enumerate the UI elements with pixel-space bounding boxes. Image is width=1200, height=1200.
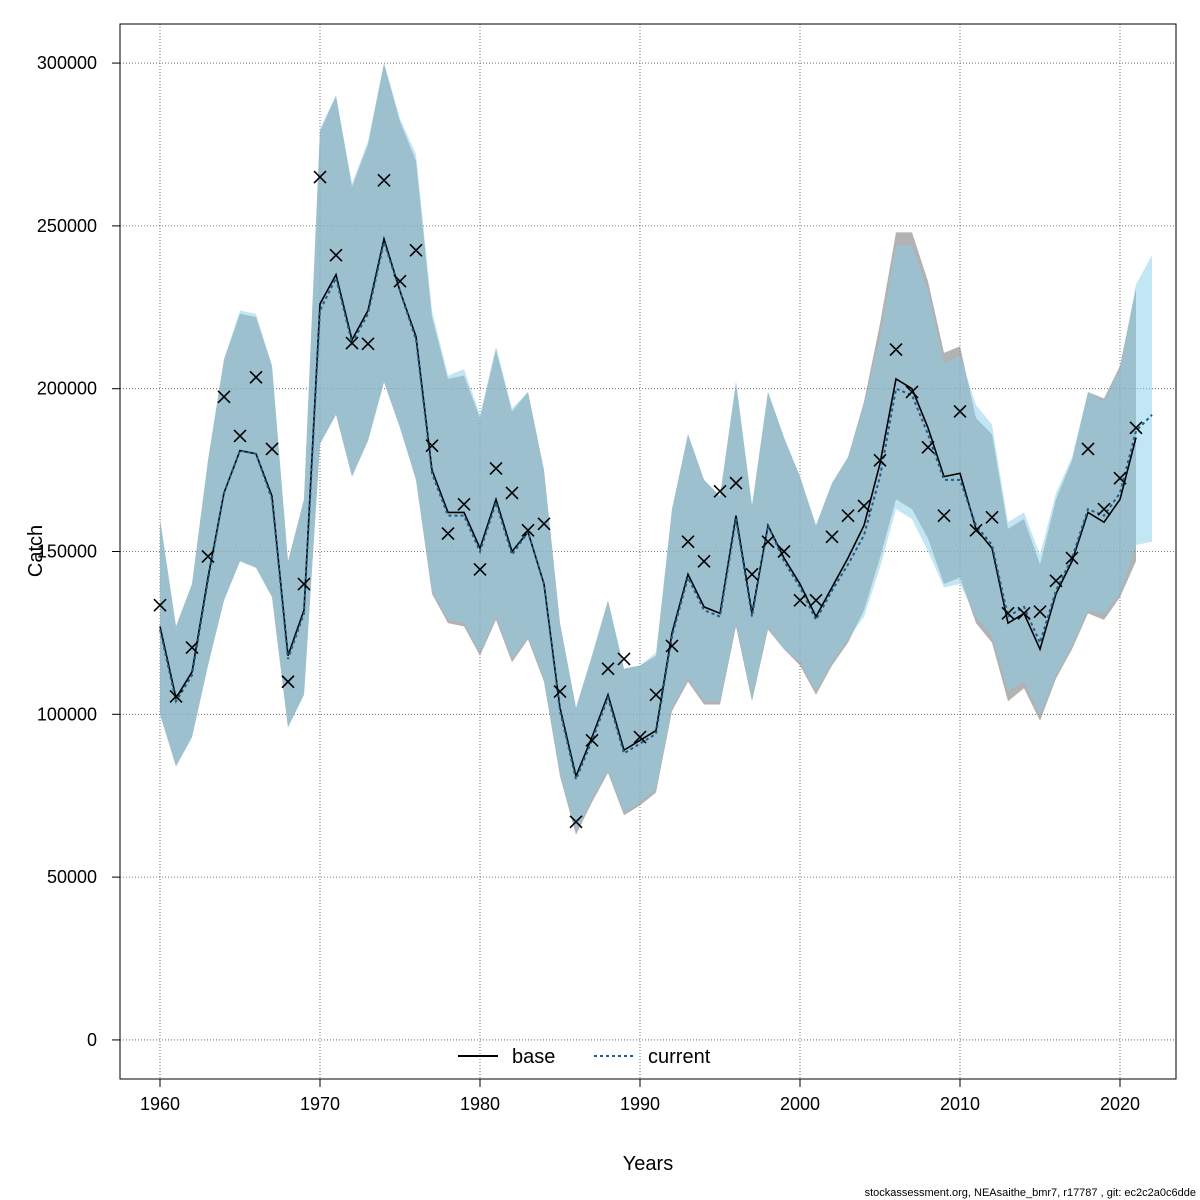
observed-point <box>377 173 391 187</box>
x-tick-label: 1970 <box>300 1094 340 1114</box>
observed-points <box>153 170 1143 829</box>
y-axis: 0 50000 100000 150000 200000 250000 300000 <box>37 53 120 1050</box>
observed-point <box>697 554 711 568</box>
x-tick-label: 1990 <box>620 1094 660 1114</box>
observed-point <box>329 248 343 262</box>
observed-point <box>1081 442 1095 456</box>
observed-point <box>1113 471 1127 485</box>
observed-point <box>313 170 327 184</box>
observed-point <box>665 639 679 653</box>
y-axis-title: Catch <box>25 525 47 577</box>
observed-point <box>441 527 455 541</box>
observed-point <box>617 652 631 666</box>
observed-point <box>1017 606 1031 620</box>
observed-point <box>985 510 999 524</box>
observed-point <box>185 640 199 655</box>
observed-point <box>1049 574 1063 588</box>
observed-point <box>681 535 695 549</box>
observed-point <box>969 523 983 537</box>
observed-point <box>1065 551 1079 565</box>
observed-point <box>905 385 919 399</box>
observed-point <box>473 562 487 576</box>
observed-point <box>921 440 935 454</box>
observed-point <box>297 577 311 591</box>
observed-point <box>1001 606 1015 620</box>
y-tick-label: 250000 <box>37 216 97 236</box>
y-tick-label: 0 <box>87 1030 97 1050</box>
observed-point <box>761 535 775 549</box>
observed-point <box>169 689 183 703</box>
observed-point <box>201 549 215 563</box>
observed-point <box>1033 605 1047 619</box>
observed-point <box>809 593 823 607</box>
observed-point <box>249 370 263 384</box>
x-tick-label: 2010 <box>940 1094 980 1114</box>
observed-point <box>281 675 295 689</box>
current-line <box>159 238 1153 783</box>
observed-point <box>505 486 519 500</box>
current-confidence-band <box>160 63 1152 832</box>
observed-point <box>489 461 503 476</box>
confidence-bands <box>160 63 1152 835</box>
y-tick-label: 50000 <box>47 867 97 887</box>
observed-point <box>873 453 887 467</box>
y-tick-label: 200000 <box>37 379 97 399</box>
observed-point <box>585 733 599 747</box>
grid-lines <box>120 24 1176 1079</box>
observed-point <box>729 476 743 490</box>
observed-point <box>857 499 871 513</box>
x-axis-title: Years <box>623 1153 673 1175</box>
observed-point <box>633 730 647 744</box>
legend: base current <box>458 1046 711 1068</box>
legend-current-label: current <box>648 1046 711 1068</box>
observed-point <box>745 567 759 581</box>
observed-point <box>937 509 951 523</box>
observed-point <box>553 684 567 699</box>
observed-point <box>345 336 359 350</box>
observed-point <box>1129 421 1143 435</box>
footer-credit: stockassessment.org, NEAsaithe_bmr7, r17… <box>865 1187 1196 1199</box>
observed-point <box>825 530 839 544</box>
observed-point <box>841 509 855 523</box>
legend-base-label: base <box>512 1046 555 1068</box>
observed-point <box>457 497 471 511</box>
observed-point <box>361 337 375 351</box>
x-tick-label: 2020 <box>1100 1094 1140 1114</box>
observed-point <box>217 390 231 404</box>
observed-point <box>233 429 247 443</box>
series-lines <box>159 235 1153 783</box>
observed-point <box>601 662 615 676</box>
observed-point <box>153 598 167 612</box>
observed-point <box>793 593 807 607</box>
observed-point <box>409 243 423 257</box>
x-tick-label: 1980 <box>460 1094 500 1114</box>
observed-point <box>649 688 663 702</box>
x-tick-label: 2000 <box>780 1094 820 1114</box>
y-tick-label: 150000 <box>37 542 97 562</box>
x-tick-label: 1960 <box>140 1094 180 1114</box>
observed-point <box>537 517 551 531</box>
observed-point <box>425 439 439 453</box>
observed-point <box>393 274 407 288</box>
observed-point <box>889 343 903 357</box>
observed-point <box>953 404 967 419</box>
observed-point <box>265 442 279 456</box>
observed-point <box>521 523 535 537</box>
y-tick-label: 300000 <box>37 53 97 73</box>
y-tick-label: 100000 <box>37 704 97 724</box>
observed-point <box>713 484 727 498</box>
observed-point <box>1097 502 1111 516</box>
observed-point <box>777 544 791 559</box>
observed-point <box>569 815 583 829</box>
x-axis: 1960 1970 1980 1990 2000 2010 2020 <box>140 1079 1140 1114</box>
